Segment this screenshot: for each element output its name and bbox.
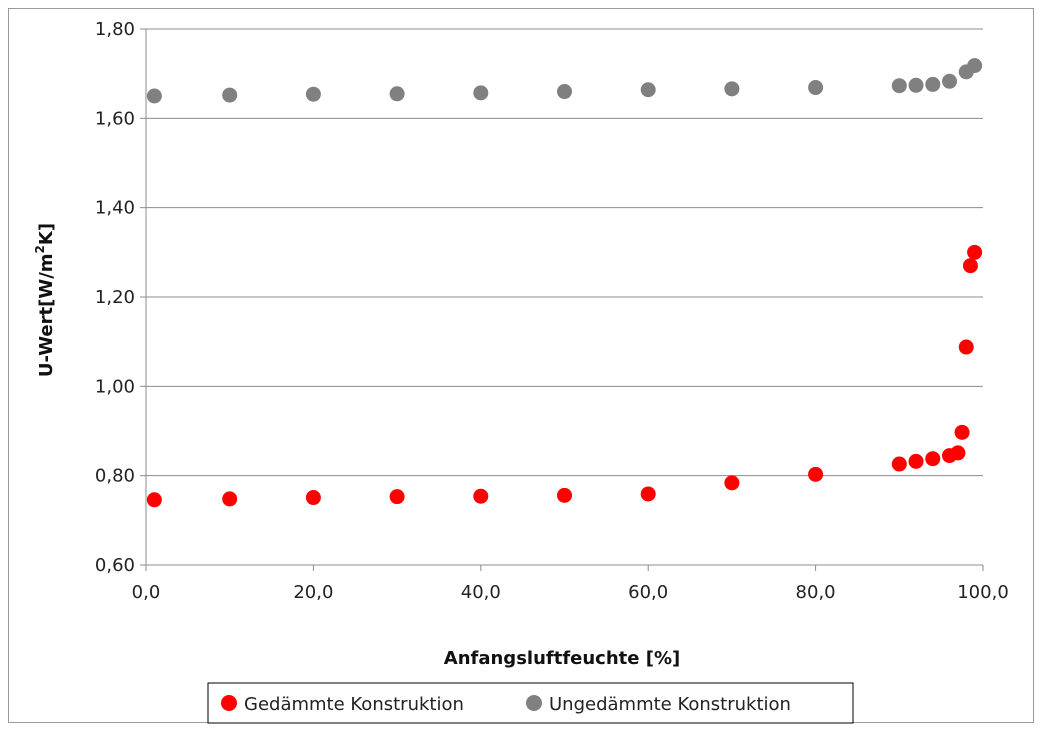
legend: Gedämmte Konstruktion Ungedämmte Konstru… <box>207 682 854 724</box>
x-tick-label: 80,0 <box>796 582 836 603</box>
data-point <box>942 73 958 89</box>
data-point <box>640 82 656 98</box>
data-point <box>640 486 656 502</box>
x-tick-labels: 0,0 20,0 40,0 60,0 80,0 100,0 <box>132 582 1009 603</box>
data-point <box>908 77 924 93</box>
data-point <box>891 78 907 94</box>
x-tick-label: 40,0 <box>461 582 501 603</box>
data-point <box>473 488 489 504</box>
series-1 <box>146 58 983 104</box>
y-tick-label: 1,20 <box>95 287 135 308</box>
series-0 <box>146 244 983 508</box>
data-point <box>925 451 941 467</box>
legend-marker-ungedaemmte <box>526 695 542 711</box>
data-point <box>954 424 970 440</box>
x-tick-label: 0,0 <box>132 582 161 603</box>
x-tick-label: 60,0 <box>628 582 668 603</box>
x-axis-title: Anfangsluftfeuchte [%] <box>444 648 680 669</box>
data-point <box>808 466 824 482</box>
y-tick-label: 1,00 <box>95 376 135 397</box>
data-point <box>473 85 489 101</box>
y-axis-title-superscript: 2 <box>33 245 47 253</box>
y-tick-label: 1,60 <box>95 108 135 129</box>
data-point <box>222 87 238 103</box>
data-point <box>557 84 572 100</box>
data-point <box>557 487 572 503</box>
y-tick-label: 0,60 <box>95 555 135 576</box>
data-point <box>146 88 162 104</box>
data-point <box>950 445 966 461</box>
data-point <box>925 76 941 92</box>
data-point <box>967 58 983 74</box>
chart-frame <box>8 8 1034 723</box>
data-point <box>724 475 740 491</box>
legend-label-gedaemmte: Gedämmte Konstruktion <box>244 694 464 715</box>
y-tick-label: 1,40 <box>95 198 135 219</box>
x-tick-label: 20,0 <box>293 582 333 603</box>
data-point <box>724 81 740 97</box>
data-point <box>908 453 924 469</box>
y-axis-title-main: U-Wert[W/m <box>36 253 57 377</box>
data-point <box>958 339 974 355</box>
y-axis-title: U-Wert[W/m2K] <box>33 223 57 377</box>
axes <box>140 28 984 571</box>
data-point <box>305 490 321 506</box>
data-point <box>808 80 824 96</box>
data-point <box>146 492 162 508</box>
y-tick-label: 1,80 <box>95 19 135 40</box>
legend-marker-gedaemmte <box>221 695 237 711</box>
y-axis-title-tail: K] <box>36 223 57 245</box>
data-point <box>389 489 405 505</box>
data-point <box>305 86 321 102</box>
gridlines <box>146 28 983 477</box>
data-point <box>389 86 405 102</box>
y-tick-labels: 0,60 0,80 1,00 1,20 1,40 1,60 1,80 <box>95 19 135 576</box>
data-point <box>891 456 907 472</box>
data-points <box>146 58 983 508</box>
legend-label-ungedaemmte: Ungedämmte Konstruktion <box>549 694 791 715</box>
data-point <box>222 491 238 507</box>
y-tick-label: 0,80 <box>95 466 135 487</box>
data-point <box>967 244 983 260</box>
data-point <box>962 258 978 274</box>
x-tick-label: 100,0 <box>957 582 1009 603</box>
